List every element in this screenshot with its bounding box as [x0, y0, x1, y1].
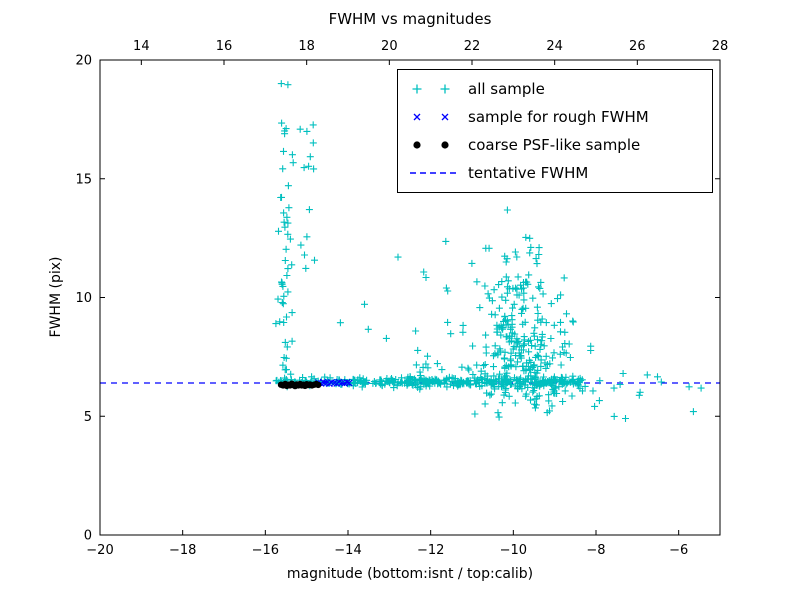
- dashed-line-icon: [410, 172, 456, 174]
- x-tick-label: −6: [669, 543, 688, 558]
- x-tick-label: −8: [586, 543, 605, 558]
- x-markers-icon: [413, 113, 449, 121]
- scatter-point: [315, 381, 322, 389]
- x-tick-label: −18: [169, 543, 196, 558]
- x-top-tick-label: 20: [381, 39, 398, 54]
- x-glyph: [413, 113, 449, 121]
- legend-entry-tentative-fwhm: tentative FWHM: [407, 159, 703, 187]
- axis-ticks: [99, 59, 721, 536]
- legend-entry-psf-sample: coarse PSF-like sample: [407, 131, 703, 159]
- y-tick-label: 10: [75, 291, 92, 306]
- x-top-tick-label: 28: [712, 39, 729, 54]
- plus-glyph: [412, 84, 450, 94]
- y-tick-label: 15: [75, 172, 92, 187]
- y-tick-label: 0: [84, 529, 92, 544]
- x-top-tick-label: 18: [298, 39, 315, 54]
- x-tick-label: −16: [252, 543, 279, 558]
- y-tick-label: 5: [84, 410, 92, 425]
- legend: all sample sample for rough FWHM coarse …: [397, 69, 713, 193]
- x-tick-label: −12: [417, 543, 444, 558]
- legend-entry-rough-fwhm: sample for rough FWHM: [407, 103, 703, 131]
- x-axis-label: magnitude (bottom:isnt / top:calib): [286, 566, 534, 582]
- legend-label: sample for rough FWHM: [468, 107, 649, 126]
- x-top-tick-label: 24: [546, 39, 563, 54]
- legend-label: all sample: [468, 79, 545, 98]
- x-top-tick-label: 16: [216, 39, 233, 54]
- chart-title: FWHM vs magnitudes: [328, 10, 492, 28]
- y-tick-label: 20: [75, 54, 92, 69]
- legend-label: coarse PSF-like sample: [468, 135, 641, 154]
- x-top-tick-label: 26: [629, 39, 646, 54]
- plus-markers-icon: [412, 84, 450, 94]
- series-coarse-psf-like-sample: [277, 380, 322, 390]
- dot-glyph: [441, 141, 449, 149]
- dot-markers-icon: [413, 141, 449, 149]
- x-tick-label: −20: [86, 543, 113, 558]
- x-top-tick-label: 22: [464, 39, 481, 54]
- x-top-tick-label: 14: [133, 39, 150, 54]
- x-tick-label: −10: [500, 543, 527, 558]
- tick-labels: −20 −18 −16 −14 −12 −10 −8 −6 14 16 18 20 22 24 26 28 0 5…: [75, 39, 728, 558]
- legend-label: tentative FWHM: [468, 163, 589, 182]
- legend-entry-all-sample: all sample: [407, 75, 703, 103]
- dot-glyph: [413, 141, 421, 149]
- x-tick-label: −14: [334, 543, 361, 558]
- y-axis-label: FWHM (pix): [48, 256, 64, 338]
